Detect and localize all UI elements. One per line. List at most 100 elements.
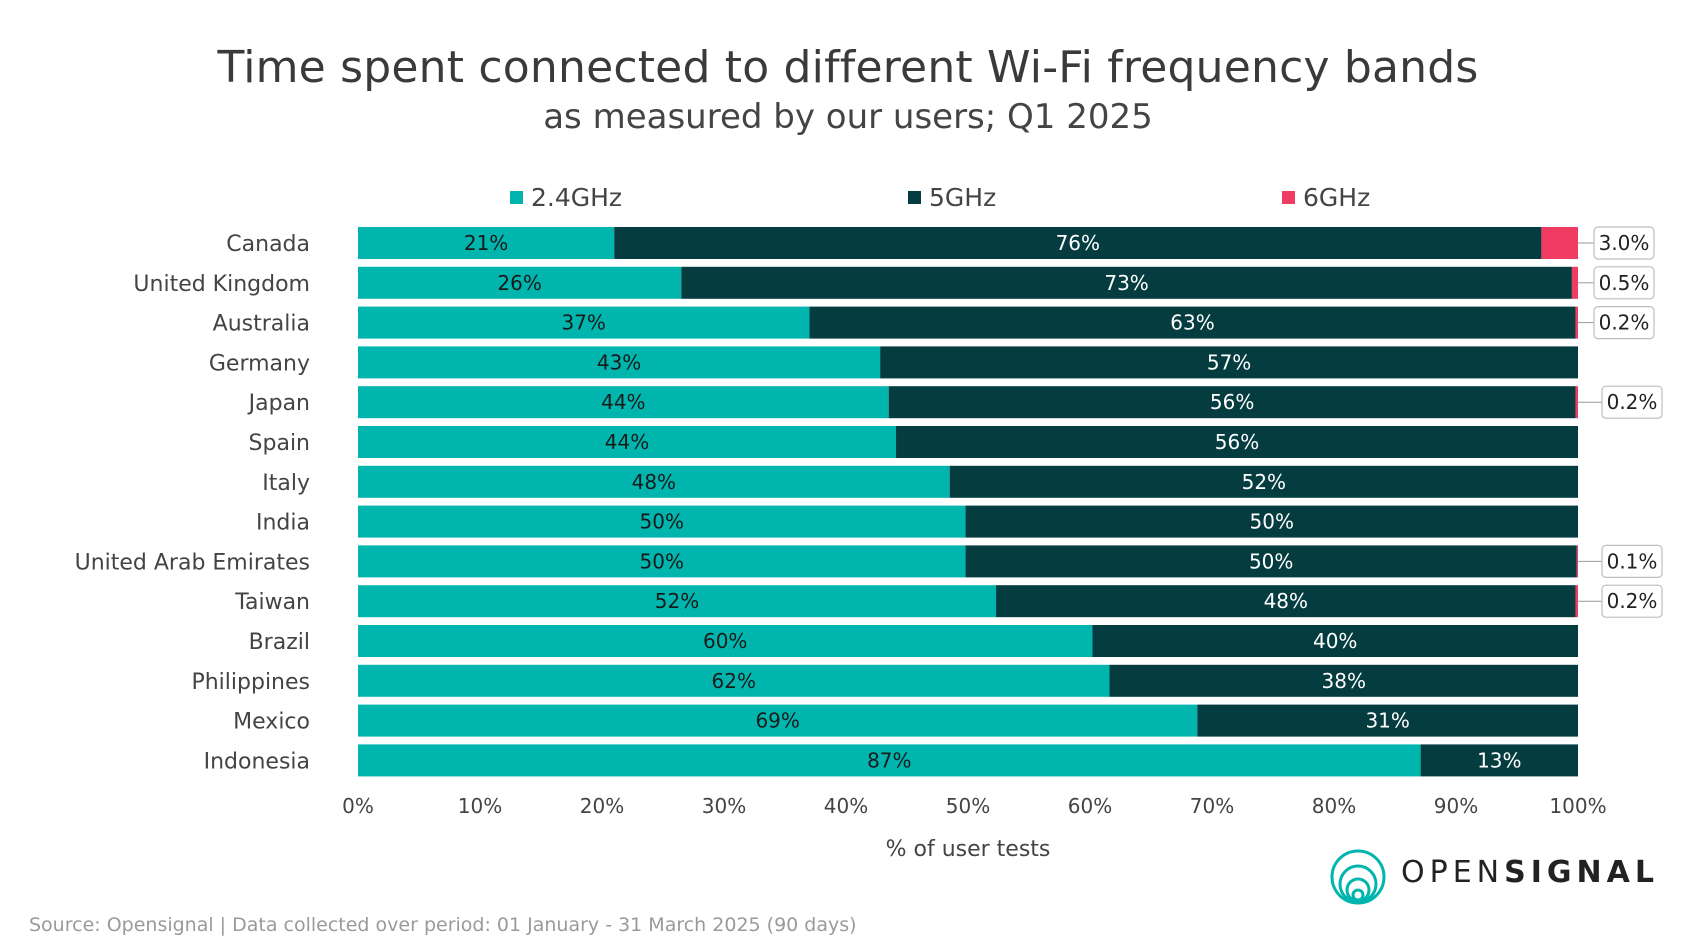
bar-segment-6GHz — [1541, 227, 1578, 259]
callout-label: 3.0% — [1599, 231, 1650, 255]
bar-segment-2.4GHz — [358, 386, 889, 419]
x-tick-label: 20% — [580, 794, 624, 818]
bar-segment-5GHz — [965, 505, 1578, 538]
data-label: 87% — [867, 748, 911, 772]
data-label: 52% — [1242, 470, 1286, 494]
legend-swatch-5GHz — [908, 191, 921, 204]
data-label: 69% — [755, 709, 799, 733]
bar-segment-5GHz — [1197, 704, 1578, 737]
legend-label: 6GHz — [1303, 183, 1370, 212]
opensignal-wordmark: OPENSIGNAL — [1401, 855, 1659, 890]
category-label: United Kingdom — [133, 272, 310, 297]
bar-segment-2.4GHz — [358, 227, 615, 259]
category-label: Germany — [209, 351, 310, 376]
legend-swatch-6GHz — [1282, 191, 1295, 204]
bar-segment-2.4GHz — [358, 465, 950, 498]
callout-box — [1593, 266, 1655, 300]
data-label: 13% — [1477, 748, 1521, 772]
callout-box — [1601, 584, 1663, 618]
bar-segment-6GHz — [1575, 306, 1578, 339]
data-label: 62% — [712, 669, 756, 693]
category-label: India — [256, 511, 310, 536]
bar-segment-2.4GHz — [358, 704, 1198, 737]
data-label: 50% — [1249, 549, 1293, 573]
data-label: 43% — [597, 350, 641, 374]
callout-box — [1593, 226, 1655, 260]
data-label: 57% — [1207, 350, 1251, 374]
callout-box — [1593, 306, 1655, 340]
data-label: 56% — [1210, 390, 1254, 414]
data-label: 50% — [1250, 510, 1294, 534]
bar-segment-2.4GHz — [358, 505, 966, 538]
category-label: Australia — [213, 312, 310, 337]
bar-segment-2.4GHz — [358, 545, 966, 578]
x-tick-label: 100% — [1549, 794, 1606, 818]
bar-segment-6GHz — [1575, 386, 1578, 419]
legend-label: 5GHz — [929, 183, 996, 212]
data-label: 63% — [1170, 311, 1214, 335]
data-label: 26% — [497, 271, 541, 295]
x-tick-label: 50% — [946, 794, 990, 818]
bar-segment-2.4GHz — [358, 744, 1421, 777]
bar-segment-2.4GHz — [358, 426, 897, 458]
bar-segment-5GHz — [888, 386, 1576, 419]
category-label: Italy — [262, 471, 310, 496]
callout-box — [1601, 544, 1663, 579]
category-label: Japan — [247, 391, 310, 416]
data-label: 31% — [1365, 709, 1409, 733]
source-note: Source: Opensignal | Data collected over… — [29, 914, 857, 936]
bar-segment-2.4GHz — [358, 585, 997, 618]
data-label: 50% — [640, 510, 684, 534]
data-label: 48% — [1264, 589, 1308, 613]
x-axis-label: % of user tests — [886, 837, 1051, 862]
wordmark-open: OPEN — [1401, 855, 1505, 890]
legend-swatch-2.4GHz — [510, 191, 523, 204]
category-label: Taiwan — [234, 590, 310, 615]
x-tick-label: 60% — [1068, 794, 1112, 818]
bar-segment-2.4GHz — [358, 664, 1110, 697]
data-label: 38% — [1322, 669, 1366, 693]
bar-segment-5GHz — [996, 585, 1576, 618]
bar-segment-6GHz — [1575, 585, 1578, 618]
callout-label: 0.2% — [1599, 311, 1650, 335]
data-label: 56% — [1215, 430, 1259, 454]
callout-label: 0.2% — [1607, 390, 1658, 414]
bar-segment-2.4GHz — [358, 346, 881, 379]
data-label: 44% — [605, 430, 649, 454]
data-label: 60% — [703, 629, 747, 653]
bar-segment-5GHz — [949, 465, 1578, 498]
data-label: 50% — [640, 549, 684, 573]
category-label: Philippines — [191, 670, 310, 695]
category-label: United Arab Emirates — [75, 550, 310, 575]
data-label: 76% — [1056, 231, 1100, 255]
callout-label: 0.5% — [1599, 271, 1650, 295]
x-tick-label: 80% — [1312, 794, 1356, 818]
bar-segment-6GHz — [1576, 545, 1578, 578]
category-label: Spain — [249, 431, 310, 456]
category-label: Indonesia — [204, 749, 310, 774]
bar-segment-6GHz — [1571, 266, 1578, 299]
bar-segment-5GHz — [880, 346, 1578, 379]
data-label: 21% — [464, 231, 508, 255]
bar-segment-5GHz — [965, 545, 1577, 578]
bar-segment-5GHz — [809, 306, 1576, 339]
bar-segment-5GHz — [1109, 664, 1578, 697]
callout-box — [1601, 385, 1663, 419]
bar-segment-2.4GHz — [358, 306, 810, 339]
chart-subtitle: as measured by our users; Q1 2025 — [543, 97, 1153, 137]
x-tick-label: 40% — [824, 794, 868, 818]
callout-label: 0.2% — [1607, 589, 1658, 613]
bar-segment-2.4GHz — [358, 266, 682, 299]
category-label: Mexico — [233, 710, 310, 735]
bar-segment-5GHz — [896, 426, 1578, 458]
category-label: Brazil — [249, 630, 310, 655]
category-label: Canada — [226, 232, 310, 257]
chart-title: Time spent connected to different Wi-Fi … — [217, 42, 1479, 93]
bar-segment-2.4GHz — [358, 625, 1093, 657]
bar-segment-5GHz — [614, 227, 1542, 259]
data-label: 44% — [601, 390, 645, 414]
data-label: 73% — [1104, 271, 1148, 295]
callout-label: 0.1% — [1607, 549, 1658, 573]
bar-segment-5GHz — [1420, 744, 1578, 777]
wordmark-signal: SIGNAL — [1504, 855, 1659, 890]
